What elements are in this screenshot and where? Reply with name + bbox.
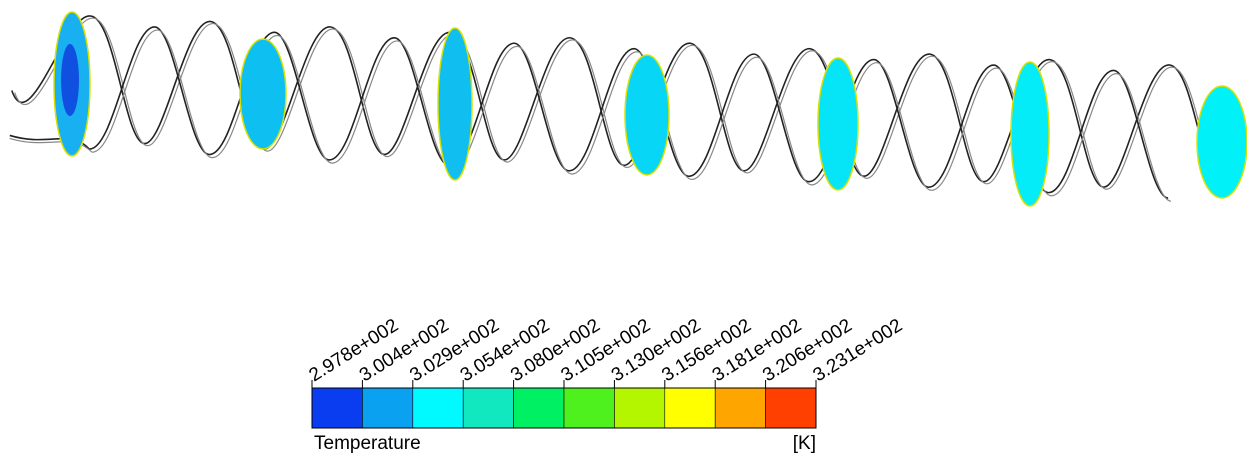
helix-strand — [9, 24, 1176, 202]
legend-title: Temperature — [314, 433, 421, 454]
legend-unit: [K] — [793, 433, 816, 454]
color-legend: Temperature [K] 2.978e+0023.004e+0023.02… — [306, 315, 907, 454]
section — [625, 55, 669, 175]
page: {"legend": { "title": "Temperature", "un… — [0, 0, 1247, 472]
helix-geometry — [9, 13, 1232, 204]
color-swatch — [514, 388, 564, 428]
color-swatch — [312, 388, 362, 428]
color-swatch — [665, 388, 715, 428]
section — [1011, 62, 1049, 206]
section — [818, 58, 858, 190]
color-swatch — [564, 388, 614, 428]
helix-strand — [13, 15, 1232, 195]
color-swatch — [362, 388, 412, 428]
viewport: Temperature [K] 2.978e+0023.004e+0023.02… — [0, 0, 1247, 472]
color-swatch — [614, 388, 664, 428]
color-swatch — [766, 388, 816, 428]
section — [240, 39, 286, 149]
color-swatch — [715, 388, 765, 428]
color-swatch — [463, 388, 513, 428]
section-core — [61, 44, 79, 116]
section — [438, 28, 472, 180]
section — [1197, 86, 1247, 198]
color-swatch — [413, 388, 463, 428]
